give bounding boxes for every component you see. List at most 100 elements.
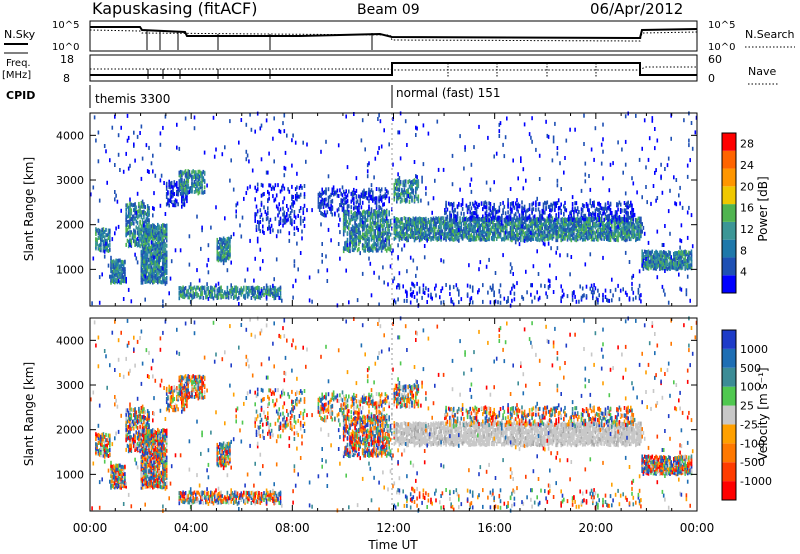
- range-cell: [181, 170, 183, 175]
- range-cell: [544, 234, 546, 239]
- range-cell: [560, 208, 562, 213]
- range-cell: [528, 207, 531, 212]
- range-cell: [554, 227, 556, 232]
- range-cell: [256, 209, 259, 214]
- range-cell: [471, 217, 474, 221]
- range-cell: [632, 217, 635, 222]
- range-cell: [517, 225, 519, 230]
- range-cell: [125, 242, 127, 247]
- range-cell: [570, 213, 573, 218]
- range-cell: [178, 146, 181, 151]
- range-cell: [346, 248, 349, 252]
- range-cell: [145, 236, 148, 241]
- range-cell: [469, 217, 471, 222]
- range-cell: [240, 118, 243, 122]
- range-cell: [552, 290, 555, 294]
- range-cell: [382, 212, 384, 217]
- range-cell: [150, 278, 153, 283]
- range-cell: [420, 235, 422, 240]
- range-cell: [485, 218, 488, 223]
- range-cell: [475, 223, 478, 228]
- range-cell: [509, 225, 512, 230]
- range-cell: [232, 187, 235, 192]
- range-cell: [689, 256, 691, 261]
- range-cell: [164, 226, 167, 231]
- range-cell: [301, 229, 303, 234]
- range-cell: [365, 233, 368, 238]
- range-cell: [146, 237, 149, 242]
- range-cell: [207, 291, 210, 296]
- range-cell: [125, 214, 127, 219]
- range-cell: [375, 235, 378, 240]
- range-cell: [388, 235, 390, 240]
- range-cell: [149, 249, 151, 254]
- range-cell: [685, 264, 688, 269]
- range-cell: [470, 206, 473, 211]
- range-cell: [155, 271, 158, 276]
- range-cell: [661, 253, 664, 258]
- range-cell: [393, 189, 396, 194]
- range-cell: [154, 225, 157, 230]
- range-cell: [569, 211, 571, 216]
- range-cell: [573, 210, 575, 214]
- range-cell: [531, 299, 533, 304]
- range-cell: [655, 259, 657, 264]
- range-cell: [154, 260, 157, 265]
- range-cell: [430, 236, 432, 240]
- range-cell: [134, 204, 136, 209]
- range-cell: [580, 227, 583, 232]
- range-cell: [533, 221, 536, 226]
- range-cell: [230, 294, 232, 299]
- range-cell: [283, 218, 286, 223]
- range-cell: [471, 224, 474, 229]
- range-cell: [452, 210, 455, 214]
- range-cell: [146, 240, 149, 245]
- range-cell: [426, 221, 428, 226]
- range-cell: [351, 231, 354, 235]
- range-cell: [117, 258, 120, 263]
- range-cell: [684, 249, 686, 254]
- range-cell: [441, 221, 444, 226]
- range-cell: [656, 258, 659, 263]
- range-cell: [626, 222, 628, 226]
- range-cell: [555, 234, 557, 239]
- range-cell: [451, 202, 454, 207]
- range-cell: [509, 232, 512, 237]
- range-cell: [107, 243, 110, 248]
- range-cell: [267, 170, 269, 175]
- range-cell: [322, 204, 325, 209]
- range-cell: [235, 294, 237, 299]
- range-cell: [480, 230, 483, 235]
- range-cell: [531, 236, 533, 241]
- range-cell: [465, 225, 468, 230]
- range-cell: [593, 217, 595, 222]
- range-cell: [468, 217, 470, 221]
- range-cell: [624, 208, 627, 213]
- range-cell: [120, 272, 122, 277]
- range-cell: [554, 201, 556, 206]
- range-cell: [624, 228, 627, 233]
- range-cell: [173, 200, 176, 204]
- range-cell: [418, 230, 421, 235]
- range-cell: [385, 209, 388, 214]
- range-cell: [537, 217, 540, 222]
- range-cell: [133, 217, 135, 222]
- range-cell: [258, 286, 260, 290]
- range-cell: [296, 225, 298, 230]
- range-cell: [389, 218, 392, 223]
- range-cell: [409, 300, 412, 305]
- range-cell: [122, 279, 125, 284]
- range-cell: [666, 253, 669, 257]
- range-cell: [369, 219, 372, 224]
- range-cell: [597, 232, 599, 237]
- range-cell: [509, 206, 512, 211]
- range-cell: [546, 219, 549, 223]
- range-cell: [609, 220, 612, 225]
- range-cell: [372, 217, 374, 222]
- range-cell: [251, 168, 254, 173]
- range-cell: [230, 287, 232, 292]
- range-cell: [532, 201, 535, 206]
- range-cell: [595, 235, 598, 240]
- range-cell: [277, 291, 279, 296]
- range-cell: [473, 219, 475, 224]
